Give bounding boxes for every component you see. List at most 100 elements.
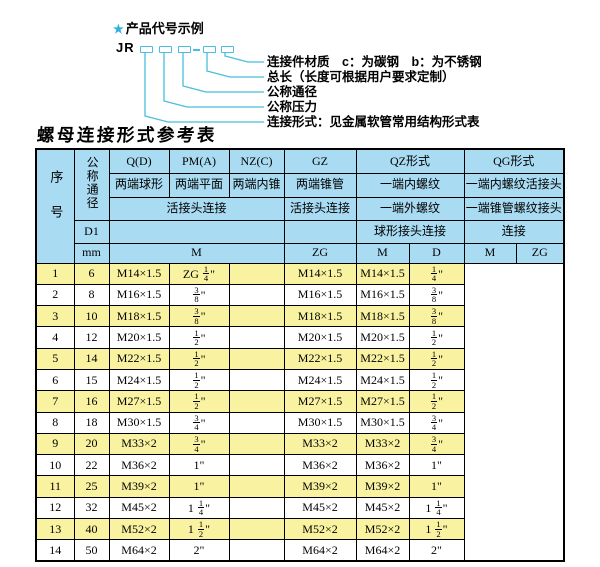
header-gz-code: GZ: [283, 148, 357, 174]
header-qg-unit-m: M: [463, 242, 517, 264]
code-dash: [193, 49, 200, 51]
cell-qz-m: [228, 432, 285, 456]
cell-mm: 16: [73, 390, 110, 413]
cell-qz-m: [228, 539, 285, 562]
cell-qg-zg: 1 2 ": [408, 390, 465, 413]
cell-m: M24×1.5: [108, 368, 170, 392]
cell-qg-m: M36×2: [355, 454, 410, 477]
header-qz-unit-m: M: [355, 242, 410, 264]
cell-m: M33×2: [108, 432, 170, 456]
cell-qg-zg: 1": [408, 475, 465, 498]
cell-gz: 1 1 4 ": [168, 496, 230, 520]
cell-gz: ZG 1 4 ": [168, 262, 230, 285]
header-empty-left: [108, 219, 285, 244]
cell-m: M30×1.5: [108, 411, 170, 434]
table-row: 13 40 M52×2 1 1 2 " M52×2 M52×2 1 1 2 ": [35, 518, 564, 541]
cell-qg-m: M52×2: [355, 518, 410, 541]
cell-m: M45×2: [108, 496, 170, 520]
header-nominal-diameter: 公称通径: [73, 148, 110, 221]
cell-qz-m: [228, 454, 285, 477]
cell-m: M18×1.5: [108, 305, 170, 328]
header-row-d1: D1 球形接头连接 连接: [36, 219, 565, 244]
cell-serial: 6: [35, 368, 75, 392]
cell-serial: 7: [35, 390, 75, 413]
header-d1: D1: [73, 219, 110, 244]
cell-gz: 1": [168, 475, 230, 498]
cell-gz: 1": [168, 454, 230, 477]
label-material: 连接件材质 c：为碳钢 b：为不锈钢: [267, 54, 482, 69]
cell-serial: 14: [35, 539, 75, 562]
header-nz-desc: 两端内锥: [228, 172, 285, 198]
cell-qg-zg: 1": [408, 454, 465, 477]
header-qg-code: QG形式: [463, 148, 565, 174]
label-connection-form: 连接形式：见金属软管常用结构形式表: [267, 114, 480, 129]
header-nz-code: NZ(C): [228, 148, 285, 174]
cell-qz-d: M52×2: [283, 518, 357, 541]
table-row: 9 20 M33×2 3 4 " M33×2 M33×2 3 4 ": [35, 432, 564, 456]
cell-qz-d: M64×2: [283, 539, 357, 562]
cell-m: M64×2: [108, 539, 170, 562]
cell-mm: 12: [73, 326, 110, 349]
diagram-title-text: 产品代号示例: [125, 21, 204, 36]
table-row: 4 12 M20×1.5 1 2 " M20×1.5 M20×1.5 1 2 ": [35, 326, 564, 349]
header-gz-desc: 两端锥管: [283, 172, 357, 198]
cell-gz: 1 2 ": [168, 368, 230, 392]
product-code-diagram: ★ 产品代号示例 JR 连接件材质 c：为碳钢 b：为不锈钢 总长（长度可根据用户…: [0, 0, 600, 130]
header-qg-unit-zg: ZG: [515, 242, 565, 264]
cell-qz-d: M27×1.5: [283, 390, 357, 413]
code-prefix: JR: [116, 40, 135, 55]
cell-qg-m: M27×1.5: [355, 390, 410, 413]
table-row: 2 8 M16×1.5 3 8 " M16×1.5 M16×1.5 3 8 ": [35, 283, 564, 307]
cell-qz-d: M45×2: [283, 496, 357, 520]
header-gz-conn: 活接头连接: [283, 196, 357, 221]
cell-qz-d: M14×1.5: [283, 262, 357, 285]
cell-serial: 9: [35, 432, 75, 456]
cell-mm: 18: [73, 411, 110, 434]
table-row: 5 14 M22×1.5 1 2 " M22×1.5 M22×1.5 1 2 ": [35, 347, 564, 370]
cell-qz-d: M24×1.5: [283, 368, 357, 392]
header-pm-desc: 两端平面: [168, 172, 230, 198]
nut-connection-table: 序号 公称通径 Q(D) PM(A) NZ(C) GZ QZ形式 QG形式 两端…: [35, 148, 565, 563]
header-empty-gz: [283, 219, 357, 244]
cell-qg-zg: 1 1 2 ": [408, 518, 465, 541]
label-total-length: 总长（长度可根据用户要求定制）: [267, 69, 455, 84]
header-row-units: mm M ZG M D M ZG: [36, 242, 565, 264]
label-nominal-diameter: 公称通径: [267, 84, 318, 99]
cell-qg-m: M30×1.5: [355, 411, 410, 434]
table-row: 8 18 M30×1.5 3 4 " M30×1.5 M30×1.5 3 4 ": [35, 411, 564, 434]
header-gz-unit: ZG: [283, 242, 357, 264]
header-qg-row2: 一端内螺纹活接头: [463, 172, 565, 198]
cell-qz-d: M39×2: [283, 475, 357, 498]
header-qz-unit-d: D: [408, 242, 465, 264]
cell-qg-m: M22×1.5: [355, 347, 410, 370]
cell-serial: 10: [35, 454, 75, 477]
cell-m: M16×1.5: [108, 283, 170, 307]
cell-qg-m: M39×2: [355, 475, 410, 498]
header-row-desc: 两端球形 两端平面 两端内锥 两端锥管 一端内螺纹 一端内螺纹活接头: [36, 172, 565, 198]
cell-m: M39×2: [108, 475, 170, 498]
header-q-desc: 两端球形: [108, 172, 170, 198]
cell-gz: 2": [168, 539, 230, 562]
header-qg-row4: 连接: [463, 219, 565, 244]
cell-qg-zg: 1 2 ": [408, 326, 465, 349]
cell-qg-zg: 2": [408, 539, 465, 562]
cell-qg-zg: 1 2 ": [408, 347, 465, 370]
code-box-4: [203, 46, 216, 53]
table-row: 1 6 M14×1.5 ZG 1 4 " M14×1.5 M14×1.5 1 4 ": [35, 262, 564, 285]
cell-qg-m: M33×2: [355, 432, 410, 456]
cell-qg-zg: 1 1 4 ": [408, 496, 465, 520]
cell-qg-m: M14×1.5: [355, 262, 410, 285]
cell-mm: 22: [73, 454, 110, 477]
cell-qz-d: M18×1.5: [283, 305, 357, 328]
header-m-unit: M: [108, 242, 285, 264]
cell-qg-zg: 1 4 ": [408, 262, 465, 285]
cell-mm: 25: [73, 475, 110, 498]
cell-qz-m: [228, 347, 285, 370]
cell-qz-m: [228, 475, 285, 498]
cell-gz: 3 4 ": [168, 432, 230, 456]
cell-qg-m: M24×1.5: [355, 368, 410, 392]
cell-qz-d: M22×1.5: [283, 347, 357, 370]
diagram-title: ★ 产品代号示例: [113, 18, 204, 37]
cell-qg-zg: 1 2 ": [408, 368, 465, 392]
cell-qz-m: [228, 411, 285, 434]
